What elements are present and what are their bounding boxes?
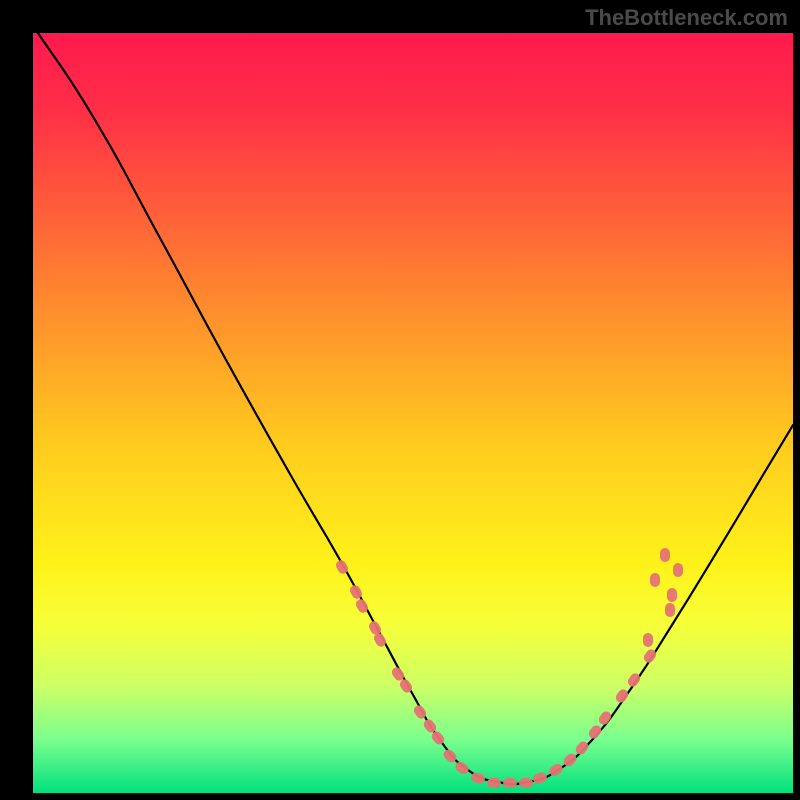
bottleneck-chart: TheBottleneck.com (0, 0, 800, 800)
chart-svg (0, 0, 800, 800)
curve-marker (519, 778, 533, 788)
curve-marker (503, 778, 517, 788)
curve-marker (665, 603, 675, 617)
attribution-text: TheBottleneck.com (585, 5, 788, 31)
curve-marker (667, 588, 677, 602)
curve-marker (650, 573, 660, 587)
curve-marker (643, 633, 653, 647)
curve-marker (487, 778, 501, 788)
plot-gradient (33, 33, 793, 793)
curve-marker (673, 563, 683, 577)
curve-marker (660, 548, 670, 562)
